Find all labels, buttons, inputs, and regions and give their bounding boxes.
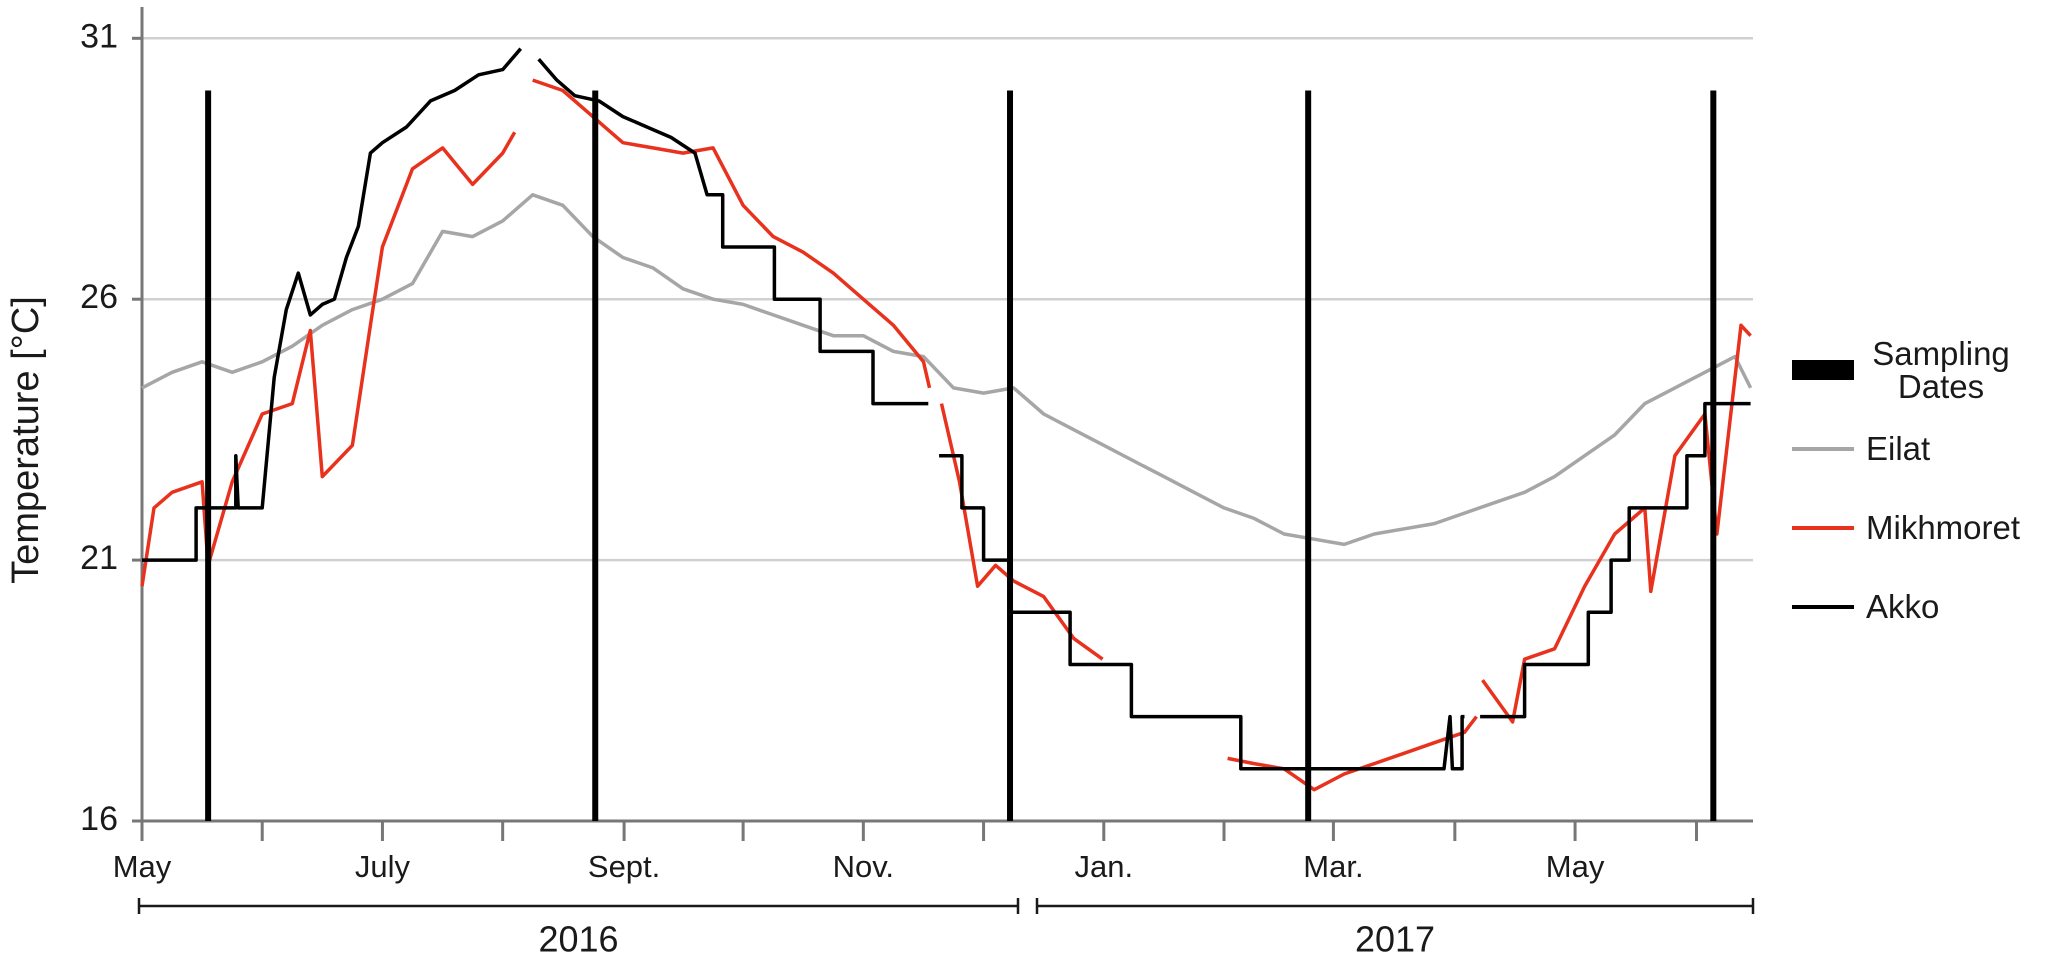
y-tick-label: 31	[80, 17, 118, 55]
y-axis-label: Temperature [°C]	[5, 296, 47, 584]
legend-label: Sampling Dates	[1872, 334, 2010, 405]
y-tick-label: 16	[80, 800, 118, 838]
x-tick-label: Nov.	[833, 849, 894, 884]
year-label: 2017	[1355, 919, 1435, 960]
y-tick-label: 21	[80, 539, 118, 577]
year-label: 2016	[538, 919, 618, 960]
legend-item: Mikhmoret	[1792, 488, 2020, 567]
x-tick-label: May	[1546, 849, 1605, 884]
x-tick-label: July	[355, 849, 411, 884]
legend-swatch	[1792, 446, 1854, 451]
legend-item: Akko	[1792, 567, 2020, 646]
legend-swatch	[1792, 525, 1854, 530]
x-tick-label: May	[113, 849, 172, 884]
x-tick-label: Jan.	[1074, 849, 1133, 884]
legend-label: Akko	[1866, 588, 1940, 625]
legend-item: Eilat	[1792, 409, 2020, 488]
legend-label: Eilat	[1866, 430, 1931, 467]
series-line	[142, 47, 1751, 771]
x-tick-label: Sept.	[588, 849, 660, 884]
series-line	[141, 193, 1753, 547]
y-tick-label: 26	[80, 278, 118, 316]
series-line	[140, 78, 1752, 792]
x-tick-label: Mar.	[1303, 849, 1363, 884]
legend: Sampling Dates Eilat Mikhmoret Akko	[1792, 330, 2020, 646]
legend-item: Sampling Dates	[1792, 330, 2020, 409]
legend-label: Mikhmoret	[1866, 509, 2021, 546]
legend-swatch	[1792, 604, 1854, 609]
legend-swatch	[1792, 359, 1854, 380]
